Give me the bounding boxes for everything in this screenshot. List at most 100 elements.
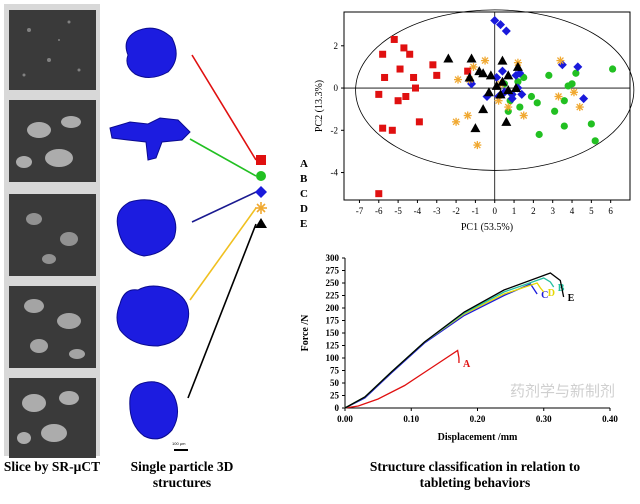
x-tick-label: -7 <box>356 206 364 216</box>
x-axis-label: PC1 (53.5%) <box>461 222 513 233</box>
point-b <box>545 71 553 79</box>
point-e <box>503 85 514 95</box>
y-tick-label: 100 <box>326 353 340 363</box>
y-tick-label: -2 <box>331 125 339 135</box>
watermark: 药剂学与新制剂 <box>510 382 616 400</box>
point-a <box>412 84 419 92</box>
point-a <box>375 90 383 98</box>
confidence-ellipse <box>355 9 635 171</box>
point-e <box>510 83 521 93</box>
point-a <box>388 126 396 134</box>
particle-c <box>116 199 177 257</box>
point-e <box>495 89 506 99</box>
point-d <box>569 88 578 97</box>
point-c <box>515 68 525 78</box>
x-tick-label: 0.30 <box>536 414 552 424</box>
point-d <box>452 117 461 126</box>
point-b <box>568 80 576 88</box>
x-tick-label: 4 <box>570 206 575 216</box>
marker-e <box>255 218 267 228</box>
pca-scatter-chart: -7 -6 -5 -4 -3 -2 -1 0 1 2 3 4 5 6 -4 -2 0 2 PC1 (53.5%) PC… <box>314 9 635 233</box>
point-a <box>429 61 437 69</box>
point-c <box>467 79 477 89</box>
x-axis-label: Displacement /mm <box>438 432 518 443</box>
point-d <box>481 56 490 65</box>
x-tick-label: 3 <box>550 206 555 216</box>
point-e <box>491 80 502 90</box>
y-tick-label: 150 <box>326 328 340 338</box>
series-label-a: A <box>463 359 471 370</box>
scale-bar-label: 100 μm <box>172 441 186 446</box>
marker-d <box>255 202 267 214</box>
point-a <box>375 190 383 198</box>
y-tick-label: 125 <box>326 341 340 351</box>
x-tick-label: 0.00 <box>337 414 353 424</box>
point-b <box>587 120 595 128</box>
x-tick-label: -4 <box>414 206 422 216</box>
y-tick-label: 225 <box>326 291 340 301</box>
y-tick-label: 0 <box>335 403 340 413</box>
point-e <box>464 72 475 82</box>
point-d <box>519 111 528 120</box>
particle-a <box>125 27 177 78</box>
class-label-d: D <box>300 203 308 215</box>
point-e <box>443 53 454 63</box>
point-a <box>464 67 472 75</box>
point-e <box>512 61 523 71</box>
point-b <box>572 69 580 77</box>
marker-a <box>256 155 266 165</box>
point-b <box>516 103 524 111</box>
point-c <box>497 66 507 76</box>
x-tick-label: -5 <box>394 206 402 216</box>
y-tick-label: 250 <box>326 278 340 288</box>
y-tick-label: 175 <box>326 316 340 326</box>
point-b <box>535 130 543 139</box>
point-a <box>381 73 389 81</box>
point-e <box>470 123 481 133</box>
ct-slice <box>9 100 96 182</box>
ct-slice <box>9 286 96 368</box>
series-label-c: C <box>541 290 548 301</box>
y-tick-label: 2 <box>334 41 339 51</box>
point-c <box>492 72 502 82</box>
x-tick-label: -3 <box>433 206 441 216</box>
point-d <box>469 62 478 71</box>
class-label-c: C <box>300 188 308 200</box>
point-b <box>551 107 559 115</box>
slice-column <box>4 4 100 458</box>
point-a <box>400 44 408 52</box>
x-tick-label: 6 <box>608 206 613 216</box>
point-a <box>402 92 410 100</box>
point-e <box>497 76 508 86</box>
point-c <box>501 26 511 36</box>
point-e <box>478 104 489 114</box>
y-tick-label: 0 <box>334 83 339 93</box>
point-a <box>379 50 387 58</box>
y-tick-label: 75 <box>330 366 340 376</box>
point-d <box>473 141 482 150</box>
point-d <box>454 75 463 84</box>
point-c <box>579 94 589 104</box>
point-a <box>433 71 441 79</box>
point-b <box>527 92 536 101</box>
y-tick-label: -4 <box>331 168 339 178</box>
point-e <box>478 68 489 78</box>
particle-d <box>116 285 190 347</box>
point-b <box>533 99 541 107</box>
x-tick-label: 0.10 <box>403 414 419 424</box>
point-d <box>504 103 513 112</box>
class-label-e: E <box>300 218 308 230</box>
classification-caption: Structure classification in relation to … <box>369 459 581 490</box>
point-b <box>591 137 599 145</box>
x-tick-label: 0.20 <box>470 414 486 424</box>
y-tick-label: 50 <box>330 378 340 388</box>
y-axis-label: Force /N <box>300 314 311 352</box>
point-e <box>501 116 512 126</box>
x-tick-label: 0.40 <box>602 414 618 424</box>
point-b <box>560 97 568 105</box>
ct-slice <box>9 10 96 90</box>
y-axis-label: PC2 (13.3%) <box>314 80 325 132</box>
series-line-e <box>344 272 565 409</box>
point-a <box>394 97 402 105</box>
